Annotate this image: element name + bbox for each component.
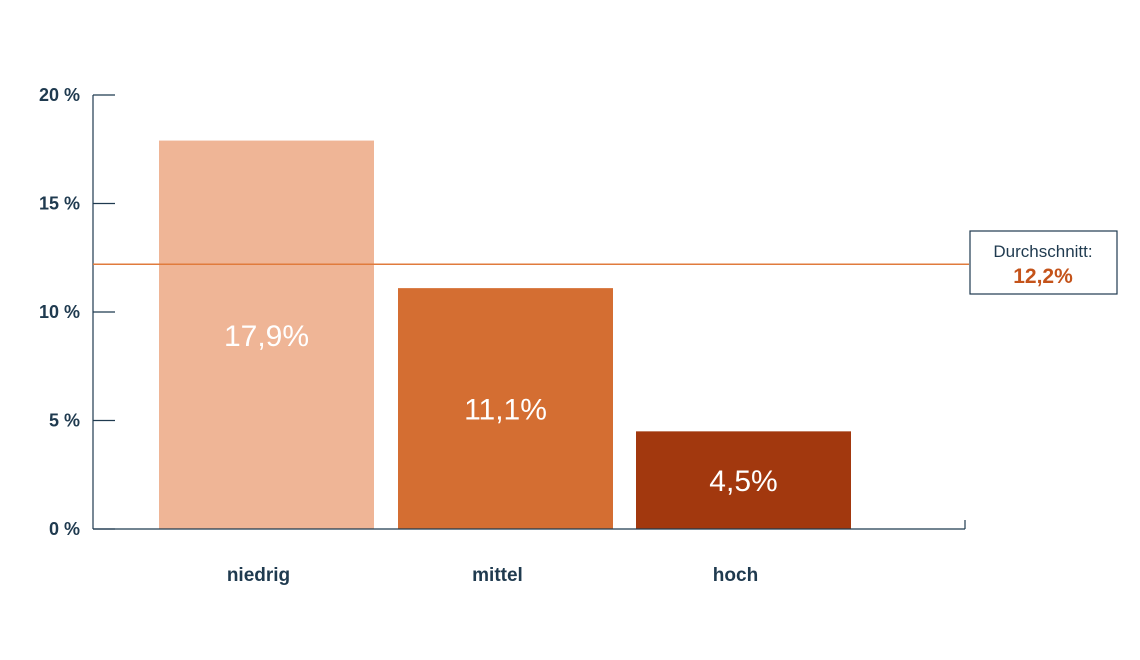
- category-label-mittel: mittel: [472, 565, 523, 586]
- average-label-box: [969, 230, 1118, 295]
- category-label-niedrig: niedrig: [227, 565, 290, 586]
- category-label-hoch: hoch: [713, 565, 758, 586]
- average-label-value: 12,2%: [1013, 265, 1073, 288]
- bar-niedrig: [159, 140, 374, 529]
- y-tick-label-20: 20 %: [39, 85, 80, 105]
- y-tick-label-10: 10 %: [39, 302, 80, 322]
- bar-value-label-mittel: 11,1%: [464, 394, 547, 427]
- bar-hoch: [636, 431, 851, 529]
- y-tick-label-5: 5 %: [49, 411, 80, 431]
- bar-value-label-niedrig: 17,9%: [224, 320, 309, 353]
- y-tick-label-15: 15 %: [39, 194, 80, 214]
- bar-mittel: [398, 288, 613, 529]
- bar-value-label-hoch: 4,5%: [709, 465, 777, 498]
- y-tick-label-0: 0 %: [49, 519, 80, 539]
- average-label-title: Durchschnitt:: [993, 242, 1092, 261]
